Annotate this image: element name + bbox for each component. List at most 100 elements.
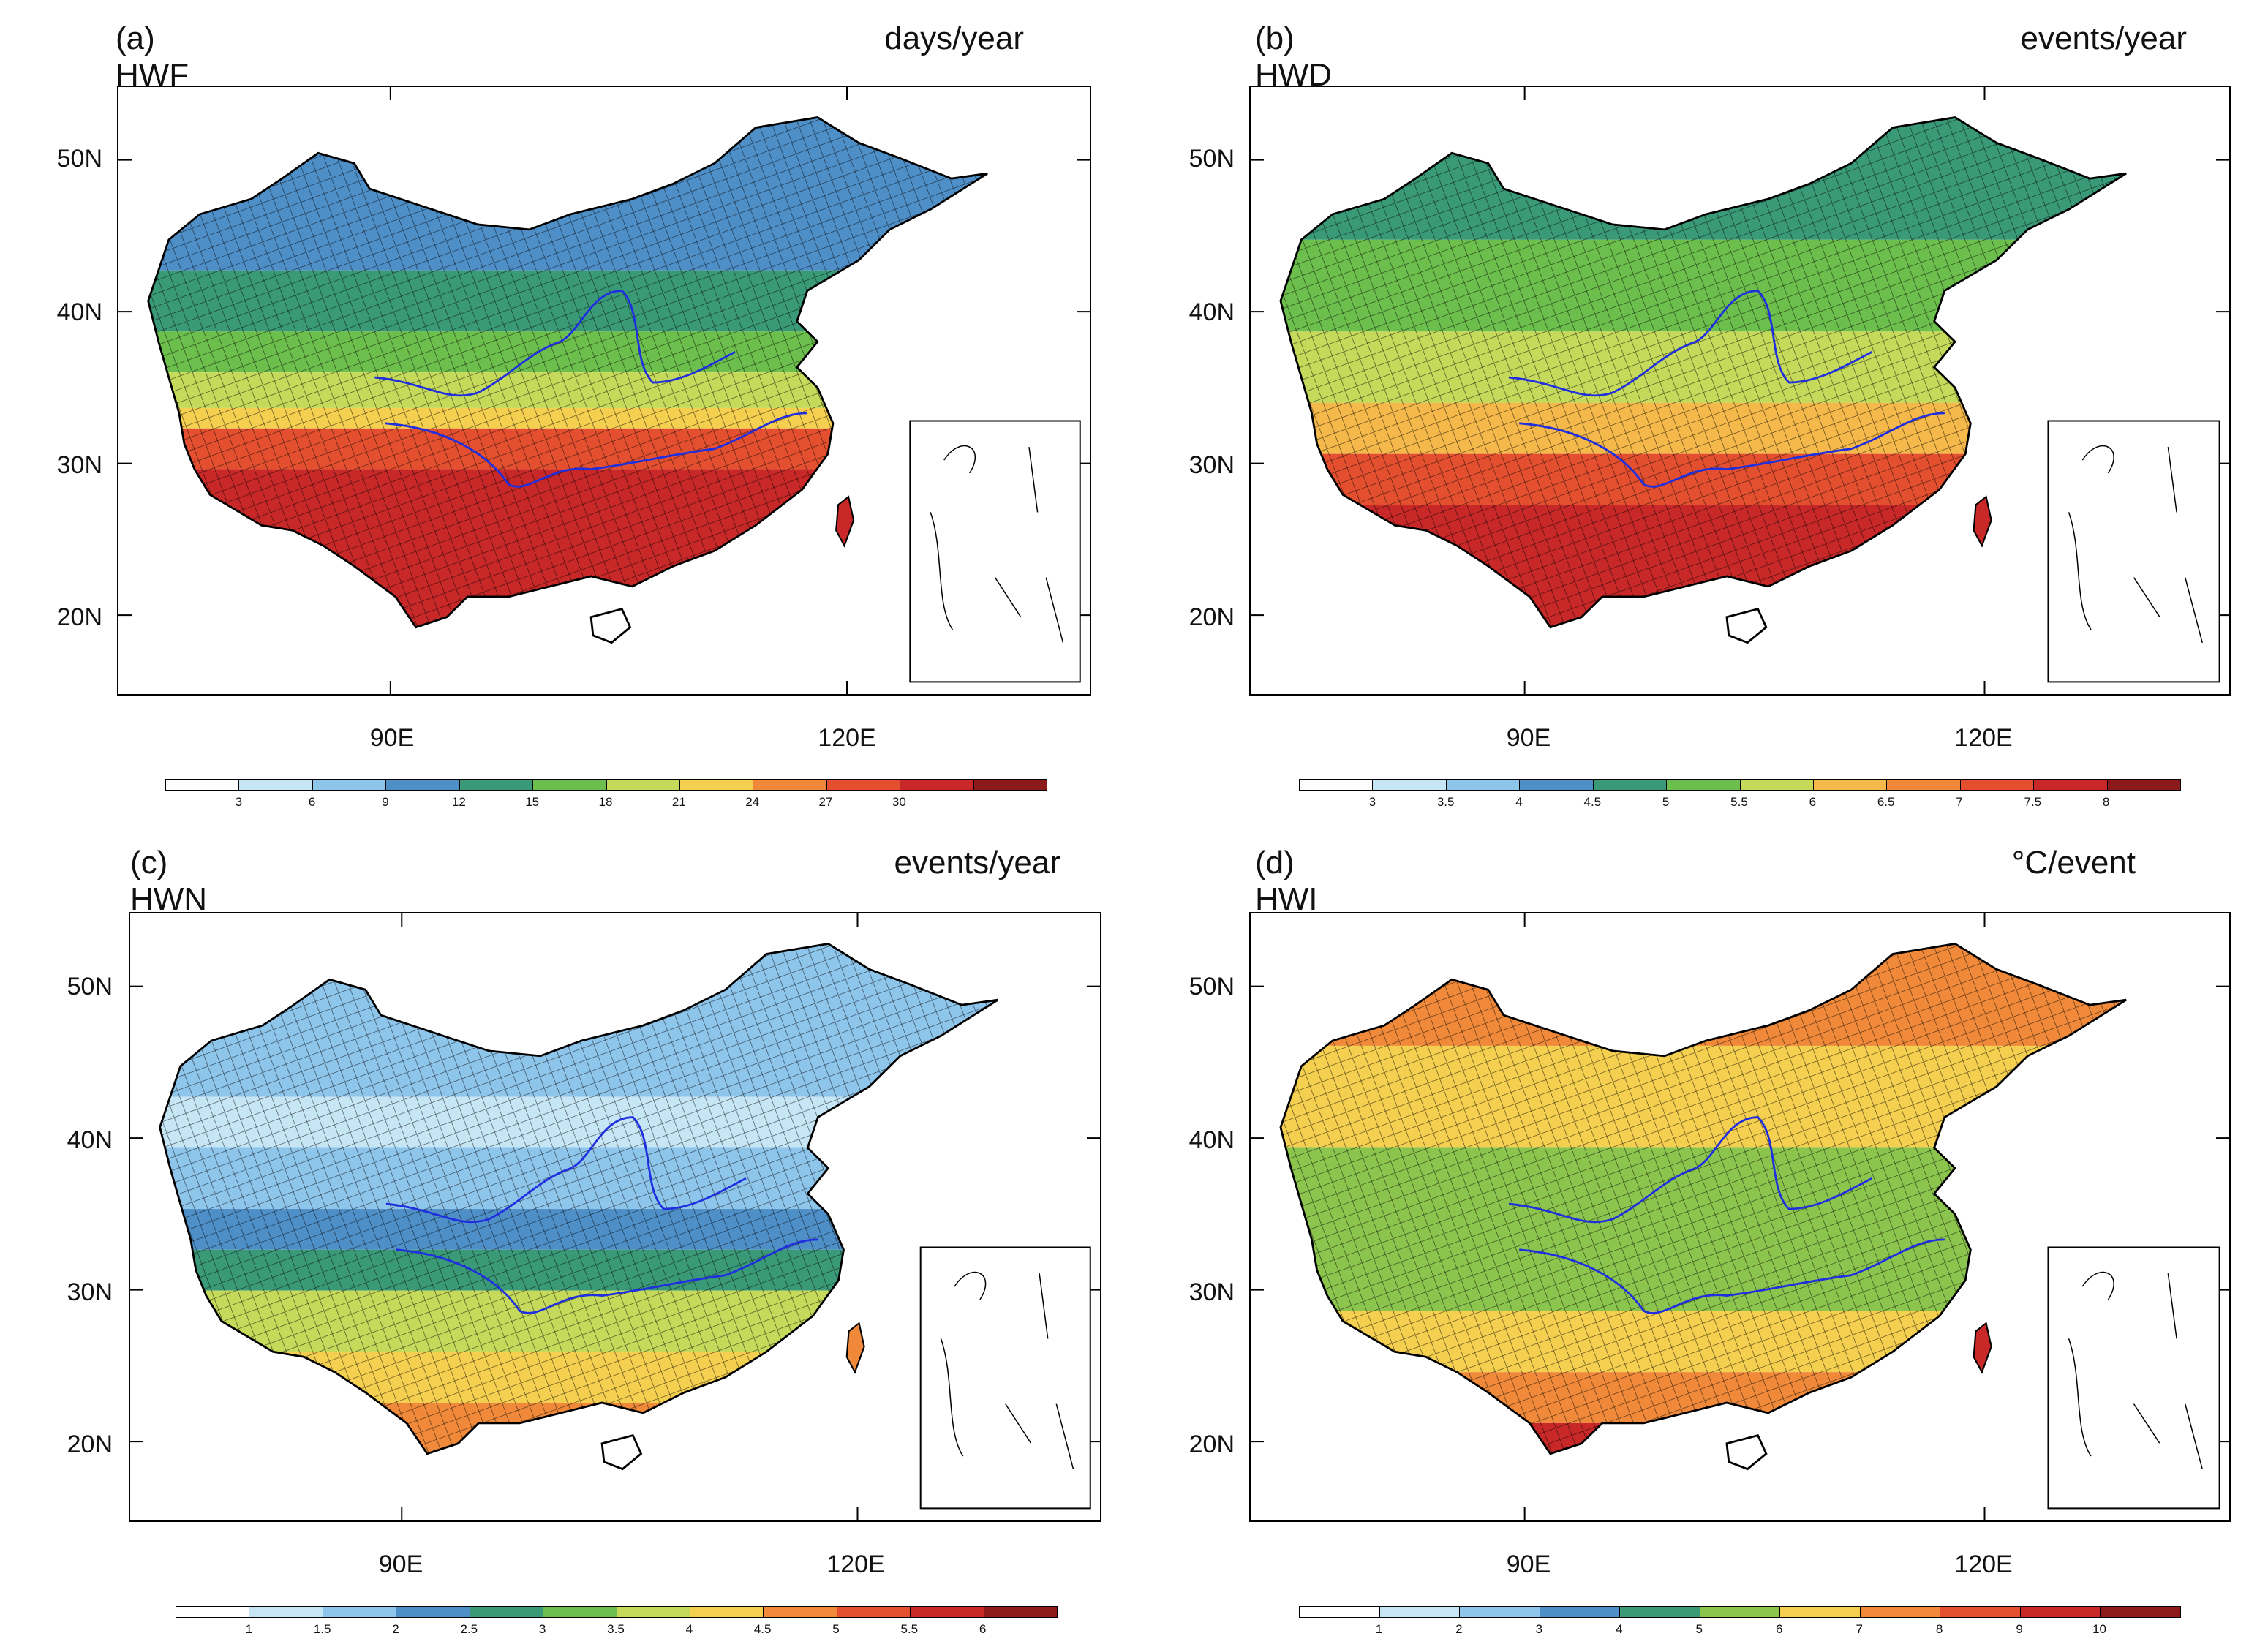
colorbar-tick-label: 3.5: [1436, 795, 1455, 809]
colorbar-swatch: [1667, 780, 1741, 790]
colorbar-swatch: [323, 1607, 397, 1617]
lon-label-120E: 120E: [818, 724, 876, 752]
colorbar-tick-label: 1: [245, 1622, 253, 1636]
colorbar-swatch: [176, 1607, 250, 1617]
colorbar-tick-label: 6.5: [1877, 795, 1895, 809]
lat-label-20N: 20N: [56, 603, 102, 631]
map-canvas: [130, 913, 1100, 1520]
colorbar-swatch: [459, 780, 534, 790]
map-canvas: [1251, 87, 2229, 694]
colorbar-swatch: [606, 780, 680, 790]
panel-unit: events/year: [2020, 20, 2187, 56]
lat-label-40N: 40N: [1188, 298, 1235, 326]
taiwan-island: [835, 495, 855, 548]
value-field: [159, 943, 998, 1454]
colorbar-tick-label: 5.5: [900, 1622, 919, 1636]
colorbar-swatch: [1379, 1607, 1461, 1617]
panel-unit: days/year: [884, 20, 1024, 56]
yangtze-river: [396, 1238, 818, 1314]
country-outline: [1279, 116, 2127, 629]
yangtze-river: [1519, 412, 1945, 488]
colorbar-tick-label: 5: [1695, 1622, 1703, 1636]
lon-label-120E: 120E: [1954, 1550, 2013, 1578]
south-china-sea-inset: [2047, 1246, 2220, 1510]
colorbar-swatch: [1813, 780, 1888, 790]
yangtze-river: [385, 412, 807, 488]
colorbar-tick-label: 8: [1935, 1622, 1943, 1636]
lon-label-90E: 90E: [1506, 724, 1551, 752]
colorbar-swatch: [2020, 1607, 2101, 1617]
colorbar-tick-label: 7: [1956, 795, 1963, 809]
lat-label-30N: 30N: [1188, 451, 1235, 479]
colorbar-swatch: [617, 1607, 690, 1617]
lat-label-50N: 50N: [1188, 145, 1235, 173]
colorbar-tick-label: 3: [235, 795, 243, 809]
colorbar-swatch: [1300, 1607, 1380, 1617]
panel-title: (c) HWN: [130, 845, 208, 917]
colorbar-swatch: [1520, 780, 1594, 790]
value-field: [1280, 943, 2127, 1454]
colorbar-swatch: [837, 1607, 911, 1617]
colorbar-swatch: [1300, 780, 1374, 790]
lat-label-30N: 30N: [56, 451, 102, 479]
colorbar-swatch: [1740, 780, 1814, 790]
lat-label-50N: 50N: [56, 145, 102, 173]
lat-label-20N: 20N: [1188, 603, 1235, 631]
colorbar-swatch: [1373, 780, 1447, 790]
lon-label-90E: 90E: [1506, 1550, 1551, 1578]
colorbar-swatch: [690, 1607, 764, 1617]
colorbar-tick-label: 10: [2092, 1622, 2106, 1636]
taiwan-island: [845, 1322, 865, 1374]
yellow-river: [1508, 1116, 1873, 1224]
yellow-river: [385, 1116, 747, 1224]
colorbar-tick-label: 3.5: [607, 1622, 625, 1636]
colorbar-swatches: [1299, 1606, 2181, 1618]
colorbar-swatch: [764, 1607, 837, 1617]
map-frame: [117, 86, 1091, 696]
colorbar-swatch: [312, 780, 387, 790]
colorbar-swatch: [679, 780, 754, 790]
lat-label-30N: 30N: [67, 1278, 113, 1306]
colorbar-tick-label: 12: [451, 795, 466, 809]
colorbar-tick-label: 27: [818, 795, 833, 809]
colorbar-tick-label: 9: [2016, 1622, 2023, 1636]
colorbar-swatch: [1780, 1607, 1861, 1617]
south-china-sea-inset: [909, 420, 1081, 683]
colorbar-swatch: [386, 780, 460, 790]
colorbar-tick-label: 2: [392, 1622, 399, 1636]
colorbar-tick-label: 15: [525, 795, 540, 809]
south-china-sea-inset: [919, 1246, 1091, 1510]
map-frame: [1249, 912, 2231, 1522]
lon-label-90E: 90E: [369, 724, 415, 752]
colorbar-tick-label: 9: [382, 795, 389, 809]
colorbar-swatch: [1460, 1607, 1540, 1617]
colorbar-swatches: [165, 779, 1047, 791]
colorbar-tick-label: 5: [832, 1622, 840, 1636]
colorbar-swatch: [2034, 780, 2108, 790]
colorbar-tick-label: 4.5: [753, 1622, 772, 1636]
lat-label-40N: 40N: [67, 1126, 113, 1154]
axis-ticks: [1251, 913, 2229, 1520]
map-frame: [1249, 86, 2231, 696]
panel-title: (d) HWI: [1255, 845, 1318, 917]
colorbar-swatch: [1960, 780, 2035, 790]
colorbar-swatch: [1593, 780, 1668, 790]
country-outline: [159, 943, 999, 1455]
lat-label-50N: 50N: [1188, 973, 1235, 1000]
colorbar-tick-label: 8: [2102, 795, 2110, 809]
colorbar-tick-label: 3: [1368, 795, 1376, 809]
colorbar-tick-label: 4: [1515, 795, 1523, 809]
value-field: [1280, 117, 2127, 627]
colorbar-tick-label: 4: [685, 1622, 693, 1636]
panel-unit: events/year: [894, 845, 1060, 881]
colorbar-tick-label: 2: [1455, 1622, 1463, 1636]
panel-unit: °C/event: [2011, 845, 2136, 881]
significance-hatching: [159, 943, 998, 1454]
colorbar-tick-label: 21: [671, 795, 686, 809]
lat-label-40N: 40N: [1188, 1126, 1235, 1154]
colorbar-swatch: [1620, 1607, 1700, 1617]
map-canvas: [1251, 913, 2229, 1520]
lon-label-90E: 90E: [378, 1550, 423, 1578]
colorbar-tick-label: 4.5: [1583, 795, 1602, 809]
colorbar-tick-label: 6: [308, 795, 316, 809]
